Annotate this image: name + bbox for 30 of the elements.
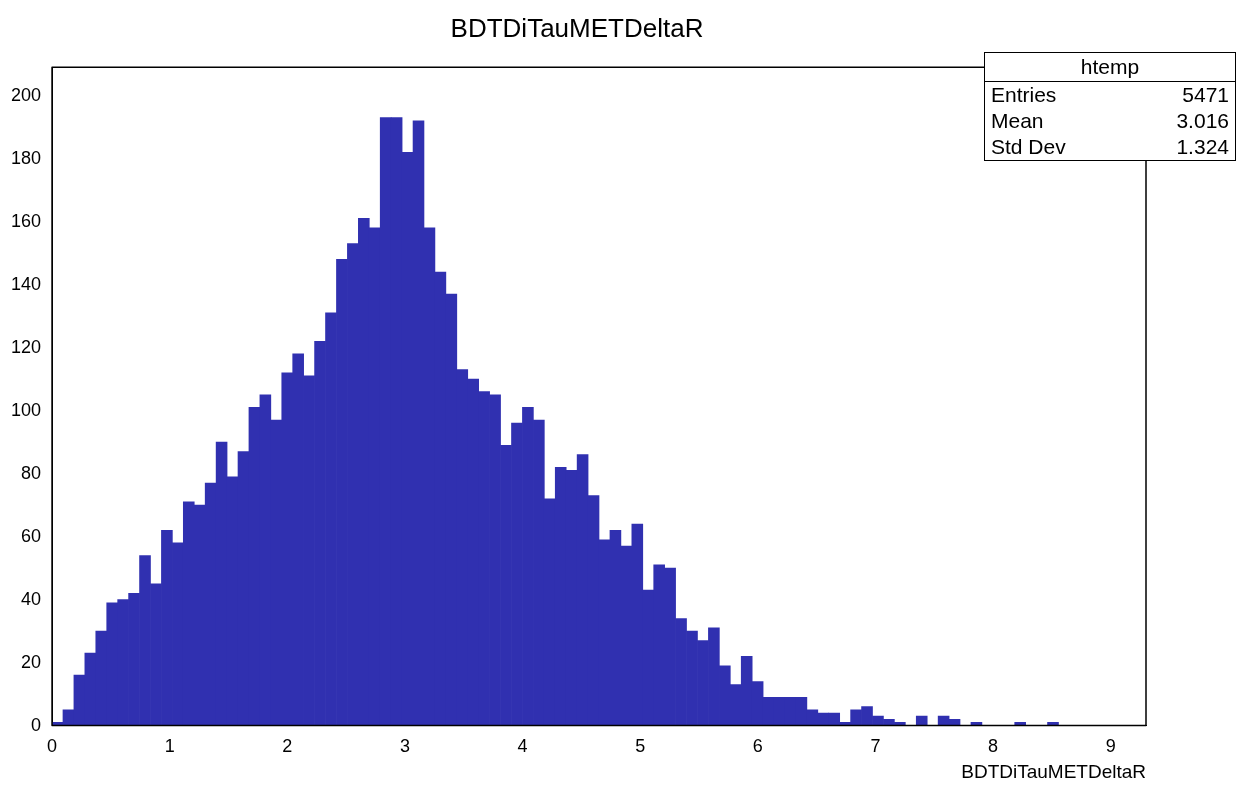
x-tick-label: 9 <box>1105 736 1116 757</box>
text: 1.324 <box>1176 135 1229 159</box>
y-tick-label: 140 <box>10 273 42 294</box>
y-tick-label: 20 <box>21 651 42 672</box>
chart-title: BDTDiTauMETDeltaR <box>450 12 704 43</box>
x-tick-label: 0 <box>47 736 58 757</box>
text: 3.016 <box>1176 109 1229 133</box>
annotation: Std Dev <box>991 135 1066 159</box>
x-tick-label: 1 <box>164 736 175 757</box>
y-tick-label: 160 <box>10 210 42 231</box>
annotation: Mean <box>991 109 1044 133</box>
y-tick-label: 100 <box>10 399 42 420</box>
annotation: htemp <box>985 53 1235 82</box>
x-tick-label: 3 <box>399 736 410 757</box>
y-tick-label: 0 <box>31 714 42 735</box>
y-tick-label: 120 <box>10 336 42 357</box>
x-axis-title: BDTDiTauMETDeltaR <box>961 760 1146 782</box>
y-tick-label: 80 <box>21 462 42 483</box>
text: 5471 <box>1182 83 1229 107</box>
y-tick-label: 180 <box>10 147 42 168</box>
x-tick-label: 6 <box>752 736 763 757</box>
annotation: Entries <box>991 83 1057 107</box>
x-tick-label: 8 <box>988 736 999 757</box>
y-tick-label: 200 <box>10 84 42 105</box>
x-tick-label: 2 <box>282 736 293 757</box>
x-tick-label: 5 <box>635 736 646 757</box>
x-tick-label: 4 <box>517 736 528 757</box>
x-tick-label: 7 <box>870 736 881 757</box>
y-tick-label: 60 <box>21 525 42 546</box>
y-tick-label: 40 <box>21 588 42 609</box>
